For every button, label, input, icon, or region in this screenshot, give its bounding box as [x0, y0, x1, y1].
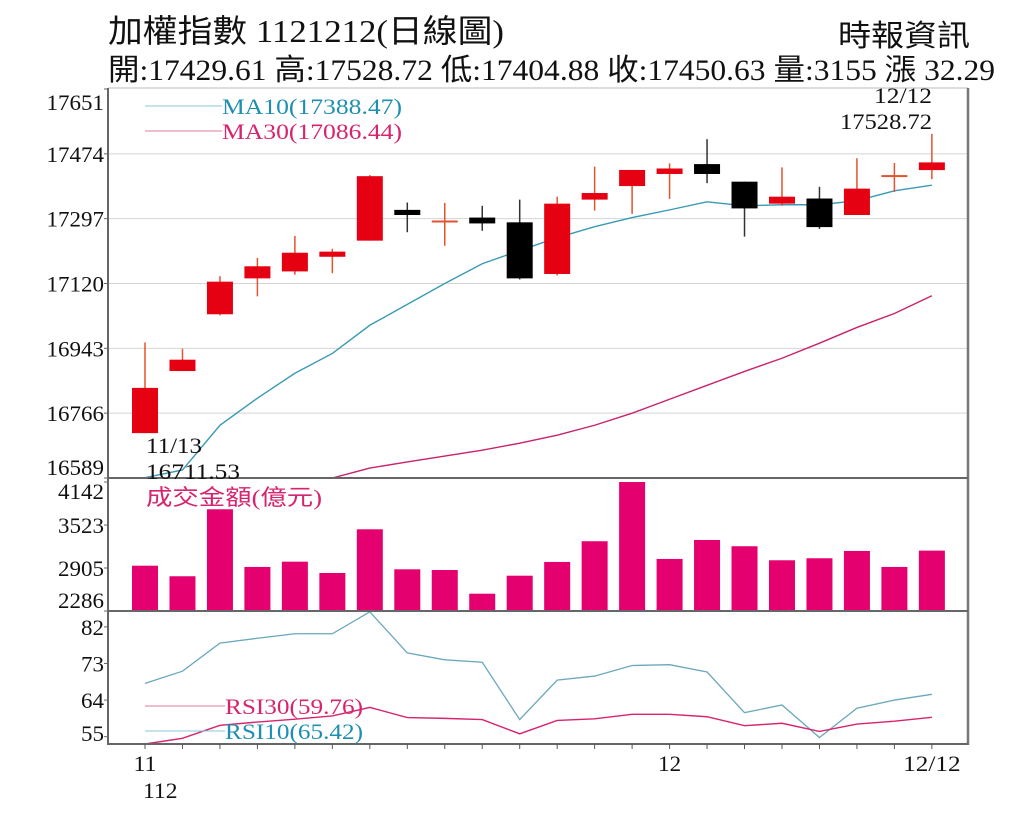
legend-ma10: MA10(17388.47) — [222, 94, 402, 119]
y-tick-label: 17297 — [47, 207, 105, 232]
candle-body — [281, 252, 308, 272]
source-label: 時報資訊 — [838, 20, 970, 53]
stat-open: 開:17429.61 — [108, 54, 266, 87]
volume-bar — [469, 593, 496, 611]
candle-body — [244, 266, 271, 279]
volume-bar — [356, 529, 383, 611]
annotation-first-date: 11/13 — [146, 433, 202, 458]
annotation-last-high: 17528.72 — [840, 109, 932, 134]
stat-volume: 量:3155 — [773, 54, 876, 87]
gridlines — [108, 153, 968, 414]
moving-averages — [144, 184, 933, 479]
x-tick-label: 12/12 — [903, 751, 961, 776]
rsi10-line — [144, 610, 932, 739]
volume-bar — [581, 541, 608, 611]
annotations: 12/12 17528.72 11/13 16711.53 — [146, 83, 932, 484]
candle-body — [581, 193, 608, 200]
candle-body — [768, 196, 795, 204]
ma30-line — [145, 295, 933, 479]
candle-body — [132, 387, 158, 434]
legend-rsi30: RSI30(59.76) — [225, 694, 363, 719]
volume-bar — [169, 576, 196, 611]
volume-bar — [619, 482, 646, 611]
y-tick-label: 17120 — [47, 272, 105, 297]
chart-frame — [107, 87, 970, 749]
volume-bar — [132, 565, 158, 611]
volume-bar — [506, 575, 533, 611]
candle-body — [619, 169, 646, 187]
legend: MA10(17388.47) MA30(17086.44) 成交金額(億元) R… — [145, 94, 402, 744]
volume-bars — [132, 482, 945, 611]
x-tick-sublabel: 112 — [143, 778, 178, 803]
candle-body — [843, 188, 870, 216]
volume-panel-title: 成交金額(億元) — [146, 485, 322, 510]
candlesticks — [132, 133, 945, 434]
volume-bar — [806, 558, 833, 611]
candle-body — [206, 281, 233, 315]
annotation-last-date: 12/12 — [874, 83, 932, 108]
legend-rsi10: RSI10(65.42) — [225, 719, 363, 744]
volume-bar — [881, 566, 908, 611]
volume-bar — [656, 558, 683, 611]
volume-bar — [281, 561, 308, 611]
volume-bar — [431, 570, 458, 611]
volume-bar — [544, 561, 571, 611]
y-tick-label: 3523 — [58, 513, 104, 538]
y-tick-label: 73 — [81, 651, 104, 676]
candle-body — [544, 203, 571, 274]
candle-body — [469, 217, 496, 224]
legend-ma30: MA30(17086.44) — [222, 119, 402, 144]
volume-bar — [768, 560, 795, 611]
ma10-line — [144, 184, 932, 479]
y-tick-label: 16589 — [47, 455, 105, 480]
y-tick-label: 55 — [81, 721, 104, 746]
rsi30-line — [144, 706, 932, 745]
x-tick-label: 11 — [134, 751, 157, 776]
y-tick-label: 17651 — [47, 90, 105, 115]
volume-bar — [694, 539, 721, 611]
candle-body — [506, 222, 533, 279]
candle-body — [394, 209, 421, 216]
y-tick-label: 2286 — [58, 588, 104, 613]
stat-close: 收:17450.63 — [607, 54, 765, 87]
chart-title: 加權指數 1121212(日線圖) — [108, 13, 504, 49]
candle-body — [356, 176, 383, 241]
volume-bar — [244, 566, 271, 611]
stat-high: 高:17528.72 — [274, 54, 432, 87]
y-tick-label: 16943 — [47, 336, 105, 361]
y-tick-label: 17474 — [47, 142, 105, 167]
candle-body — [169, 359, 196, 372]
volume-bar — [206, 509, 233, 611]
candle-body — [918, 162, 945, 171]
y-tick-label: 64 — [81, 688, 104, 713]
volume-bar — [918, 550, 945, 611]
candle-body — [694, 164, 721, 174]
y-tick-label: 16766 — [47, 401, 105, 426]
candle-body — [319, 251, 346, 257]
x-tick-label: 12 — [658, 751, 681, 776]
candle-body — [431, 220, 458, 223]
candle-body — [881, 175, 908, 178]
stat-low: 低:17404.88 — [441, 54, 599, 87]
volume-bar — [394, 569, 421, 611]
y-tick-label: 82 — [81, 615, 104, 640]
stat-change: 漲 32.29 — [885, 54, 995, 87]
candle-body — [731, 181, 758, 209]
volume-bar — [319, 572, 346, 611]
stats-line: 開:17429.61 高:17528.72 低:17404.88 收:17450… — [108, 54, 995, 87]
volume-bar — [731, 546, 758, 611]
volume-bar — [843, 550, 870, 611]
rsi-lines — [144, 610, 932, 745]
candle-body — [806, 198, 833, 228]
annotation-first-low: 16711.53 — [146, 459, 240, 484]
y-tick-label: 2905 — [58, 556, 104, 581]
candle-body — [656, 168, 683, 174]
y-tick-label: 4142 — [58, 479, 104, 504]
